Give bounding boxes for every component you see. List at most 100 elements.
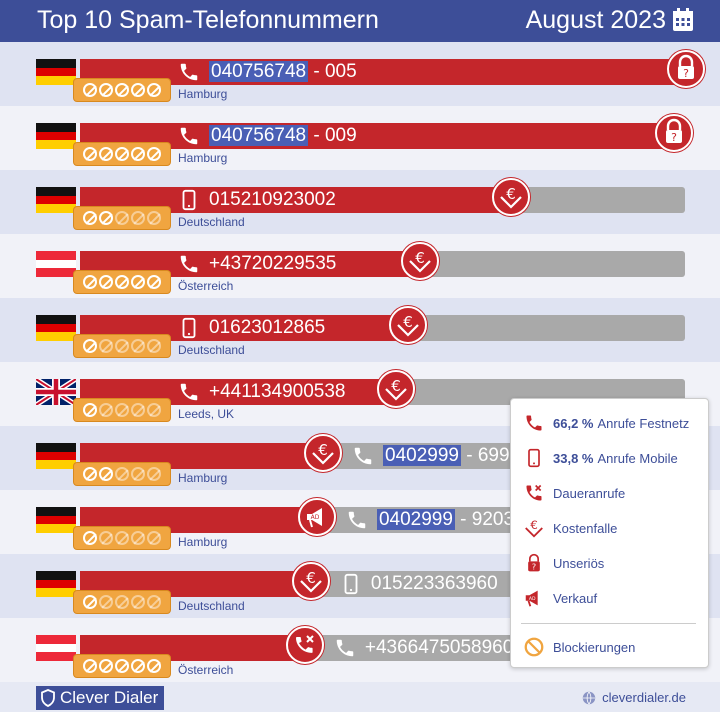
block-icon	[131, 659, 145, 673]
block-icon	[83, 403, 97, 417]
legend-landline-pct: 66,2 %	[553, 415, 594, 431]
flag-de-icon	[36, 59, 76, 85]
svg-text:€: €	[318, 441, 328, 459]
phone-icon	[178, 125, 200, 147]
phone-number-suffix: - 009	[308, 125, 357, 146]
phone-number[interactable]: 015210923002	[209, 189, 336, 211]
location-label: Hamburg	[178, 151, 228, 165]
category-verkauf-icon: AD	[297, 498, 336, 536]
phone-number[interactable]: 01623012865	[209, 317, 325, 339]
block-icon	[131, 595, 145, 609]
block-icon	[131, 211, 145, 225]
block-icon	[99, 339, 113, 353]
block-icon	[83, 83, 97, 97]
block-icon	[131, 403, 145, 417]
block-icon	[115, 403, 129, 417]
block-icon	[115, 531, 129, 545]
block-icon	[131, 531, 145, 545]
block-icon	[131, 339, 145, 353]
location-label: Österreich	[178, 663, 234, 677]
block-icon	[99, 659, 113, 673]
phone-number-main: 0402999	[376, 509, 455, 530]
phone-number[interactable]: 0402999 - 69990	[383, 445, 531, 467]
block-icon	[147, 403, 161, 417]
website-url: cleverdialer.de	[602, 690, 686, 705]
table-row[interactable]: 01623012865 Deutschland €	[0, 298, 720, 362]
block-icon	[115, 595, 129, 609]
mobile-icon	[178, 317, 200, 339]
phone-number[interactable]: 0402999 - 92030	[376, 509, 525, 531]
legend-unserioes: ? Unseriös	[523, 551, 604, 575]
location-label: Hamburg	[178, 535, 228, 549]
location-label: Deutschland	[178, 599, 245, 613]
legend-unserioes-label: Unseriös	[553, 555, 605, 571]
category-kostenfalle-icon: €	[376, 370, 415, 408]
block-icon	[523, 636, 545, 658]
phone-number-main: +43720229535	[209, 253, 337, 274]
phone-number[interactable]: +441134900538	[209, 381, 346, 403]
block-icon	[131, 467, 145, 481]
category-unserioes-icon: ?	[654, 114, 693, 152]
phone-number-main: +4366475058960	[364, 637, 514, 658]
svg-text:?: ?	[671, 131, 677, 144]
block-icon	[99, 467, 113, 481]
block-icon	[99, 403, 113, 417]
legend-landline-label: Anrufe Festnetz	[597, 415, 690, 431]
block-icon	[147, 659, 161, 673]
mobile-icon	[340, 573, 362, 595]
flag-de-icon	[36, 507, 76, 533]
location-label: Hamburg	[178, 87, 228, 101]
phone-number-suffix: - 92030	[454, 509, 525, 530]
globe-icon	[582, 691, 596, 704]
phone-number[interactable]: 015223363960	[371, 573, 498, 595]
legend-verkauf-label: Verkauf	[553, 590, 598, 606]
block-icon	[115, 211, 129, 225]
block-icon	[99, 595, 113, 609]
block-icon	[115, 275, 129, 289]
table-row[interactable]: 040756748 - 009 Hamburg?	[0, 106, 720, 170]
block-icon	[83, 531, 97, 545]
phone-number-main: 01623012865	[209, 317, 326, 338]
phone-number[interactable]: 040756748 - 005	[209, 61, 357, 83]
block-icon	[99, 275, 113, 289]
month-label: August 2023	[525, 6, 666, 34]
location-label: Leeds, UK	[178, 407, 235, 421]
svg-text:€: €	[403, 313, 413, 331]
euro-trap-icon: €	[523, 517, 545, 539]
phone-number-main: 040756748	[209, 125, 309, 146]
block-icon	[83, 467, 97, 481]
block-rating	[73, 526, 171, 550]
legend-kostenfalle: € Kostenfalle	[523, 516, 617, 540]
page-title: Top 10 Spam-Telefonnummern	[37, 6, 379, 34]
phone-number[interactable]: 040756748 - 009	[209, 125, 357, 147]
block-icon	[83, 595, 97, 609]
table-row[interactable]: 015210923002 Deutschland €	[0, 170, 720, 234]
phone-number[interactable]: +43720229535	[209, 253, 336, 275]
svg-text:€: €	[530, 518, 538, 532]
block-icon	[115, 83, 129, 97]
legend-mobile-label: Anrufe Mobile	[597, 450, 678, 466]
phone-icon	[346, 509, 368, 531]
legend-landline: 66,2 % Anrufe Festnetz	[523, 411, 689, 435]
table-row[interactable]: 040756748 - 005 Hamburg?	[0, 42, 720, 106]
phone-number-main: 040756748	[209, 61, 309, 82]
phone-number-main: +441134900538	[209, 381, 346, 402]
phone-number-main: 0402999	[383, 445, 461, 466]
phone-number[interactable]: +4366475058960	[365, 637, 513, 659]
svg-text:AD: AD	[529, 596, 536, 602]
flag-de-icon	[36, 315, 76, 341]
block-rating	[73, 590, 171, 614]
phone-icon	[178, 381, 200, 403]
website-link[interactable]: cleverdialer.de	[582, 690, 686, 705]
category-daueranrufe-icon	[285, 626, 324, 664]
block-icon	[147, 531, 161, 545]
svg-text:€: €	[306, 569, 316, 587]
legend-blockierungen: Blockierungen	[523, 635, 635, 659]
brand-logo[interactable]: Clever Dialer	[36, 686, 165, 710]
flag-uk-icon	[36, 379, 76, 405]
flag-at-icon	[36, 251, 76, 277]
table-row[interactable]: +43720229535 Österreich €	[0, 234, 720, 298]
block-icon	[147, 467, 161, 481]
flag-at-icon	[36, 635, 76, 661]
block-icon	[147, 275, 161, 289]
